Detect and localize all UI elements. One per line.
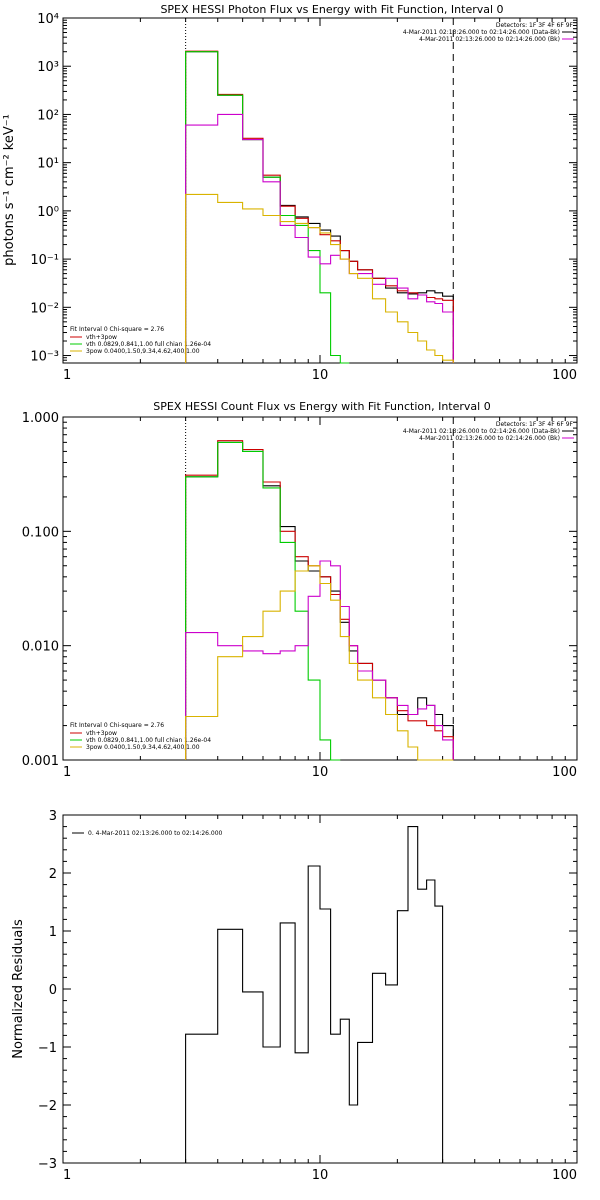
y-tick-label: 10⁻²	[30, 301, 59, 316]
y-tick-label: 0.010	[22, 640, 59, 655]
x-tick-label: 10	[312, 1168, 329, 1183]
y-tick-label: 1	[49, 925, 57, 940]
y-tick-label: 3	[49, 809, 57, 824]
photon-flux-axes-frame	[62, 17, 578, 364]
x-tick-label: 1	[63, 765, 71, 780]
count-legend-bk: 4-Mar-2011 02:13:26.000 to 02:14:26.000 …	[419, 435, 560, 442]
y-tick-label: −3	[38, 1157, 57, 1172]
y-tick-label: 10⁴	[37, 12, 59, 27]
x-tick-label: 1	[63, 368, 71, 383]
y-tick-label: 0.100	[22, 525, 59, 540]
y-tick-label: −1	[38, 1041, 57, 1056]
y-tick-label: 10³	[37, 60, 59, 75]
series-gold-line	[185, 565, 454, 761]
series-black-line	[185, 51, 454, 363]
residuals-panel: Normalized Residuals 0. 4-Mar-2011 02:13…	[11, 809, 578, 1183]
y-tick-label: 10⁻¹	[30, 253, 59, 268]
series-gold-line	[185, 193, 454, 363]
x-tick-label: 100	[552, 765, 577, 780]
residuals-ylabel: Normalized Residuals	[11, 919, 26, 1059]
x-tick-label: 1	[63, 1168, 71, 1183]
photon-flux-title: SPEX HESSI Photon Flux vs Energy with Fi…	[160, 3, 503, 16]
photon-legend-detectors: Detectors: 1F 3F 4F 6F 9F	[496, 22, 574, 29]
y-tick-label: 10⁰	[37, 205, 59, 220]
photon-legend-model: vth+3pow	[86, 334, 117, 341]
photon-legend-bk: 4-Mar-2011 02:13:26.000 to 02:14:26.000 …	[419, 36, 560, 43]
photon-flux-panel: SPEX HESSI Photon Flux vs Energy with Fi…	[2, 3, 578, 383]
photon-legend-vth: vth 0.0829,0.841,1.00 full chian 1.26e-0…	[86, 341, 211, 348]
photon-legend-fit: Fit Interval 0 Chi-square = 2.76	[70, 326, 164, 333]
y-tick-label: −2	[38, 1099, 57, 1114]
y-tick-label: 10⁻³	[30, 350, 59, 365]
y-tick-label: 0	[49, 983, 57, 998]
y-tick-label: 2	[49, 867, 57, 882]
series-magenta-line	[185, 560, 454, 760]
count-legend-model: vth+3pow	[86, 730, 117, 737]
residuals-legend-label: 0. 4-Mar-2011 02:13:26.000 to 02:14:26.0…	[88, 830, 223, 837]
series-black-line	[185, 826, 444, 1163]
y-tick-label: 10¹	[37, 157, 59, 172]
count-legend-vth: vth 0.0829,0.841,1.00 full chian 1.26e-0…	[86, 737, 211, 744]
x-tick-label: 100	[552, 368, 577, 383]
photon-flux-ylabel: photons s⁻¹ cm⁻² keV⁻¹	[2, 114, 17, 266]
y-tick-label: 10²	[37, 108, 59, 123]
count-legend-detectors: Detectors: 1F 3F 4F 6F 9F	[496, 421, 574, 428]
x-tick-label: 10	[312, 765, 329, 780]
y-tick-label: 1.000	[22, 411, 59, 426]
x-tick-label: 10	[312, 368, 329, 383]
x-tick-label: 100	[552, 1168, 577, 1183]
count-flux-title: SPEX HESSI Count Flux vs Energy with Fit…	[153, 400, 490, 413]
photon-legend-3pow: 3pow 0.0400,1.50,9.34,4.62,400,1.00	[86, 348, 200, 355]
series-green-line	[185, 51, 350, 364]
series-red-line	[185, 50, 454, 363]
photon-legend-data-bk: 4-Mar-2011 02:13:26.000 to 02:14:26.000 …	[403, 29, 560, 36]
count-legend-fit: Fit Interval 0 Chi-square = 2.76	[70, 722, 164, 729]
y-tick-label: 0.001	[22, 754, 59, 769]
count-flux-panel: SPEX HESSI Count Flux vs Energy with Fit…	[22, 400, 578, 780]
series-magenta-line	[185, 113, 454, 363]
count-legend-3pow: 3pow 0.0400,1.50,9.34,4.62,400,1.00	[86, 744, 200, 751]
series-green-line	[185, 441, 341, 761]
count-legend-data-bk: 4-Mar-2011 02:13:26.000 to 02:14:26.000 …	[403, 428, 560, 435]
